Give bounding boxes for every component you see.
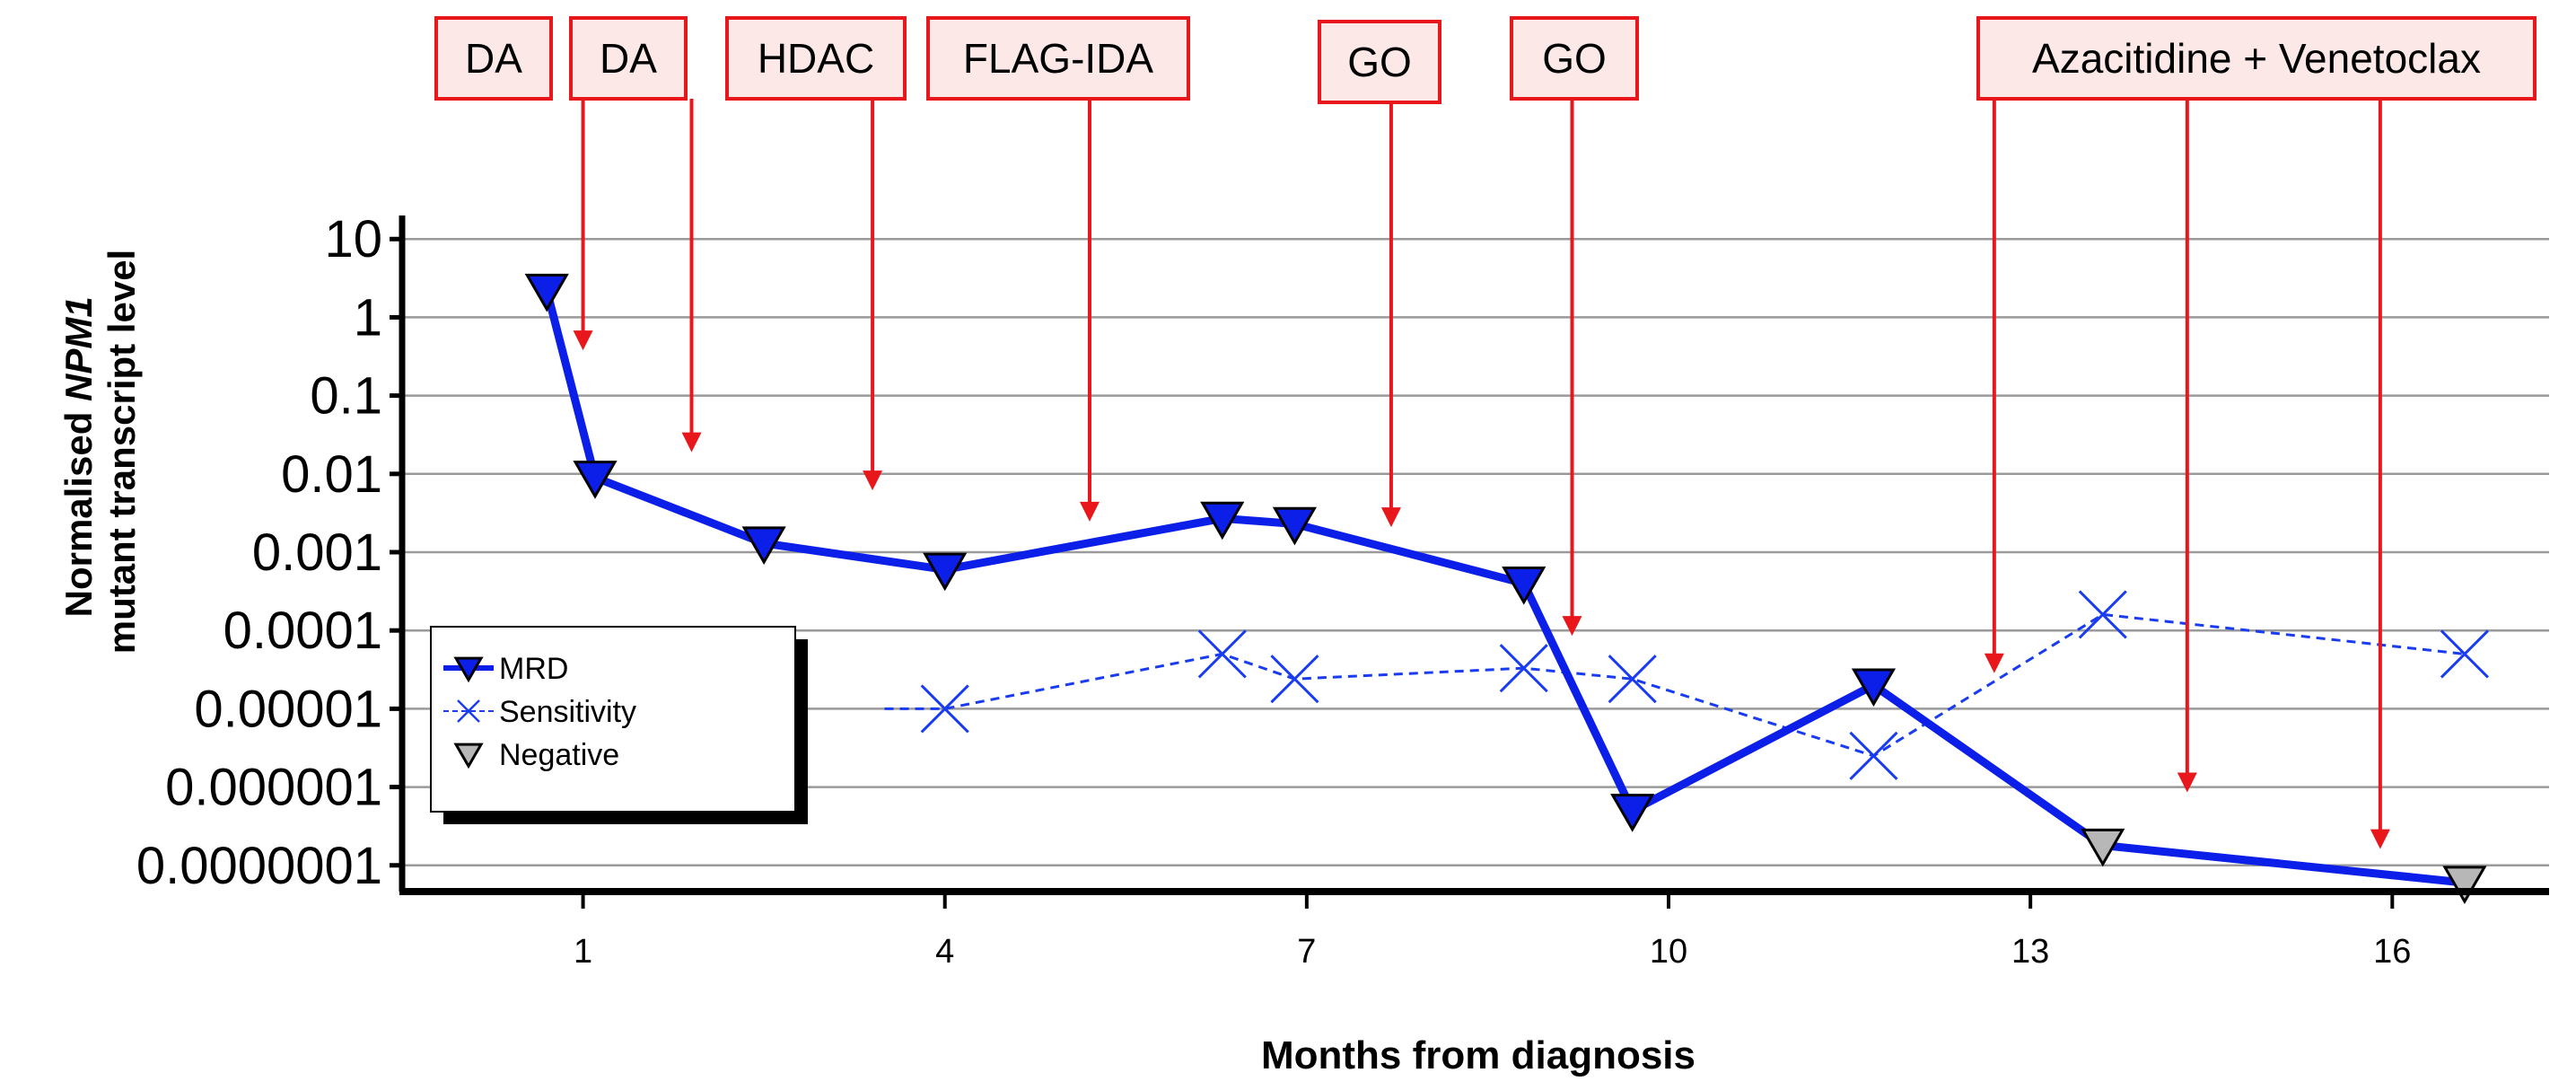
y-tick-label: 0.000001 — [165, 759, 382, 817]
sensitivity-point — [2440, 629, 2489, 679]
annotation-arrowhead — [681, 432, 702, 453]
x-tick-label: 7 — [1297, 933, 1316, 971]
annotation-label: FLAG-IDA — [963, 35, 1153, 82]
annotation: HDAC — [725, 16, 907, 491]
sensitivity-point-stroke — [2078, 590, 2127, 639]
treatment-annotations: DA DA HDAC FLAG-IDA GO GO Azacitidine + Veneto… — [434, 16, 2537, 849]
annotation-arrowhead — [1562, 616, 1582, 637]
sensitivity-point — [1499, 644, 1548, 693]
annotation-box — [1510, 16, 1639, 101]
annotation: Azacitidine + Venetoclax — [1976, 16, 2537, 849]
y-tick-label: 0.01 — [281, 445, 382, 504]
y-tick-label: 0.0000001 — [136, 837, 382, 895]
annotation-box — [926, 16, 1190, 101]
legend-entry: MRD — [443, 652, 568, 686]
legend-entry: Negative — [453, 738, 619, 772]
annotation-arrowhead — [573, 330, 593, 351]
sensitivity-point — [920, 684, 969, 734]
legend-marker — [453, 743, 484, 769]
mrd-point — [1200, 501, 1245, 541]
annotation: DA — [569, 16, 702, 453]
y-tick-label: 1 — [354, 288, 382, 347]
annotation: GO — [1510, 16, 1639, 637]
y-tick-label: 0.1 — [310, 367, 382, 426]
sensitivity-point — [2078, 590, 2127, 639]
legend-entry: Sensitivity — [443, 695, 636, 729]
annotation-arrowhead — [863, 470, 883, 491]
annotation: DA — [434, 16, 593, 351]
annotation-box — [434, 16, 553, 101]
mrd-point — [923, 552, 968, 592]
mrd-point — [1272, 506, 1318, 546]
annotation-arrowhead — [2370, 829, 2390, 849]
sensitivity-point-stroke — [1499, 644, 1548, 693]
annotation-label: Azacitidine + Venetoclax — [2032, 35, 2481, 82]
x-tick-label: 10 — [1650, 933, 1687, 971]
annotation-box — [1976, 16, 2537, 101]
annotation-box — [1318, 20, 1441, 104]
sensitivity-line — [884, 612, 2466, 758]
x-tick-label: 13 — [2011, 933, 2049, 971]
annotation-arrowhead — [1380, 507, 1401, 528]
y-tick-label: 0.001 — [252, 523, 382, 582]
series-layer — [524, 273, 2489, 904]
sensitivity-point-stroke — [1849, 731, 1898, 780]
legend-label: Sensitivity — [499, 695, 636, 729]
annotation-label: DA — [465, 35, 522, 82]
annotation-box — [569, 16, 688, 101]
y-axis-title: Normalised NPM1 mutant transcript level — [57, 250, 143, 654]
sensitivity-point-stroke — [1270, 655, 1319, 704]
x-tick-label: 1 — [574, 933, 592, 971]
y-axis-title-prefix: Normalised — [57, 401, 100, 617]
y-tick-label: 0.0001 — [223, 602, 382, 660]
negative-point — [2442, 866, 2487, 904]
sensitivity-point-stroke — [1197, 629, 1247, 679]
sensitivity-point-stroke — [920, 684, 969, 734]
legend-marker — [453, 656, 484, 683]
mrd-point — [1851, 668, 1897, 708]
annotation: GO — [1318, 20, 1441, 528]
annotation: FLAG-IDA — [926, 16, 1190, 522]
y-tick-label: 0.00001 — [194, 680, 382, 738]
negative-point — [2081, 828, 2125, 867]
axis-labels: Months from diagnosis Normalised NPM1 mu… — [57, 250, 1695, 1077]
y-tick-label: 10 — [324, 210, 382, 268]
legend-box — [430, 626, 796, 813]
sensitivity-point — [1197, 629, 1247, 679]
legend-label: Negative — [499, 738, 619, 772]
y-axis-title-italic: NPM1 — [57, 296, 100, 401]
mrd-point — [1610, 794, 1655, 832]
x-tick-label: 4 — [935, 933, 954, 971]
x-axis-title: Months from diagnosis — [1261, 1033, 1695, 1077]
sensitivity-point — [1270, 655, 1319, 704]
mrd-point — [741, 526, 786, 565]
annotation-arrowhead — [1079, 501, 1100, 522]
annotation-label: HDAC — [758, 35, 874, 82]
legend-marker — [457, 699, 480, 723]
sensitivity-point-stroke — [2440, 629, 2489, 679]
annotation-label: GO — [1347, 39, 1412, 85]
mrd-line — [542, 289, 2466, 887]
mrd-point — [1502, 567, 1546, 605]
legend-label: MRD — [499, 652, 568, 686]
legend: MRD Sensitivity Negative — [430, 626, 808, 824]
annotation-label: GO — [1542, 35, 1607, 82]
mrd-point — [524, 273, 569, 312]
mrd-point — [573, 461, 618, 499]
sensitivity-point — [1849, 731, 1898, 780]
sensitivity-point-stroke — [1608, 655, 1657, 704]
annotation-arrowhead — [1984, 653, 2004, 673]
annotation-arrowhead — [2177, 772, 2197, 793]
x-tick-label: 16 — [2373, 933, 2411, 971]
annotation-box — [725, 16, 907, 101]
axes: 10 1 0.1 0.01 0.001 0.0001 0.00001 0.000001 0.00… — [136, 210, 2549, 971]
y-axis-title-line2: mutant transcript level — [101, 250, 143, 654]
sensitivity-point — [1608, 655, 1657, 704]
annotation-label: DA — [600, 35, 657, 82]
